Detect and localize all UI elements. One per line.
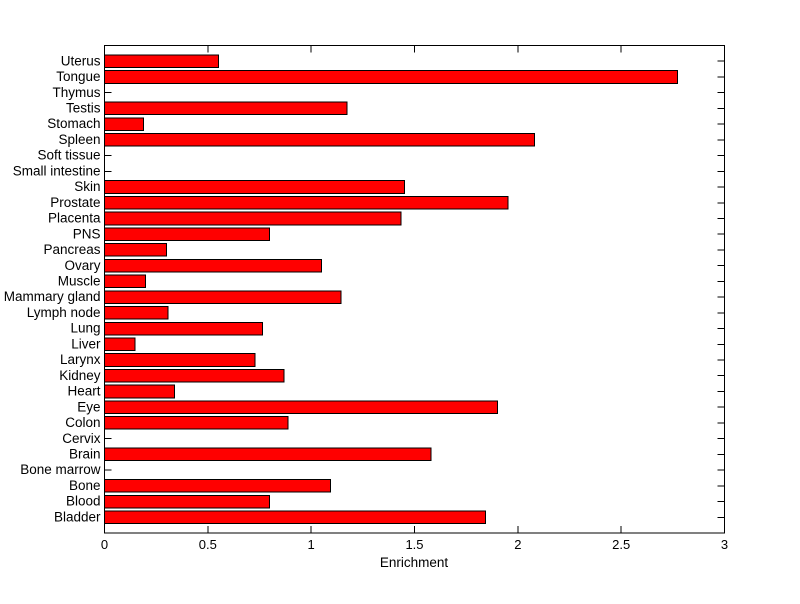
svg-text:Kidney: Kidney — [59, 368, 101, 383]
svg-text:Brain: Brain — [69, 446, 101, 461]
svg-text:Stomach: Stomach — [47, 116, 100, 131]
svg-text:Skin: Skin — [74, 179, 100, 194]
svg-text:Bone: Bone — [69, 478, 101, 493]
svg-text:Bladder: Bladder — [54, 509, 101, 524]
svg-text:Uterus: Uterus — [61, 53, 101, 68]
svg-text:Small intestine: Small intestine — [13, 163, 101, 178]
svg-text:1.5: 1.5 — [405, 537, 423, 552]
svg-text:Lymph node: Lymph node — [27, 305, 101, 320]
svg-text:0: 0 — [101, 537, 108, 552]
svg-text:Eye: Eye — [77, 399, 100, 414]
svg-text:Bone marrow: Bone marrow — [20, 462, 101, 477]
svg-text:Heart: Heart — [67, 384, 100, 399]
svg-text:Ovary: Ovary — [64, 258, 100, 273]
svg-text:2: 2 — [514, 537, 521, 552]
svg-text:Enrichment: Enrichment — [380, 555, 449, 570]
svg-text:Blood: Blood — [66, 494, 101, 509]
svg-text:2.5: 2.5 — [612, 537, 630, 552]
svg-text:Liver: Liver — [71, 336, 101, 351]
svg-text:0.5: 0.5 — [199, 537, 217, 552]
svg-text:Larynx: Larynx — [60, 352, 101, 367]
svg-text:Prostate: Prostate — [50, 195, 100, 210]
svg-text:Soft tissue: Soft tissue — [37, 148, 100, 163]
svg-text:Thymus: Thymus — [52, 85, 100, 100]
svg-text:Colon: Colon — [65, 415, 100, 430]
svg-text:Testis: Testis — [66, 101, 101, 116]
svg-text:Pancreas: Pancreas — [43, 242, 100, 257]
svg-text:Tongue: Tongue — [56, 69, 100, 84]
svg-text:3: 3 — [721, 537, 728, 552]
svg-text:Placenta: Placenta — [48, 211, 101, 226]
svg-text:Cervix: Cervix — [62, 431, 101, 446]
svg-text:Mammary gland: Mammary gland — [4, 289, 101, 304]
svg-text:PNS: PNS — [73, 226, 101, 241]
svg-text:Lung: Lung — [70, 321, 100, 336]
svg-text:1: 1 — [308, 537, 315, 552]
svg-text:Spleen: Spleen — [58, 132, 100, 147]
svg-text:Muscle: Muscle — [58, 273, 101, 288]
